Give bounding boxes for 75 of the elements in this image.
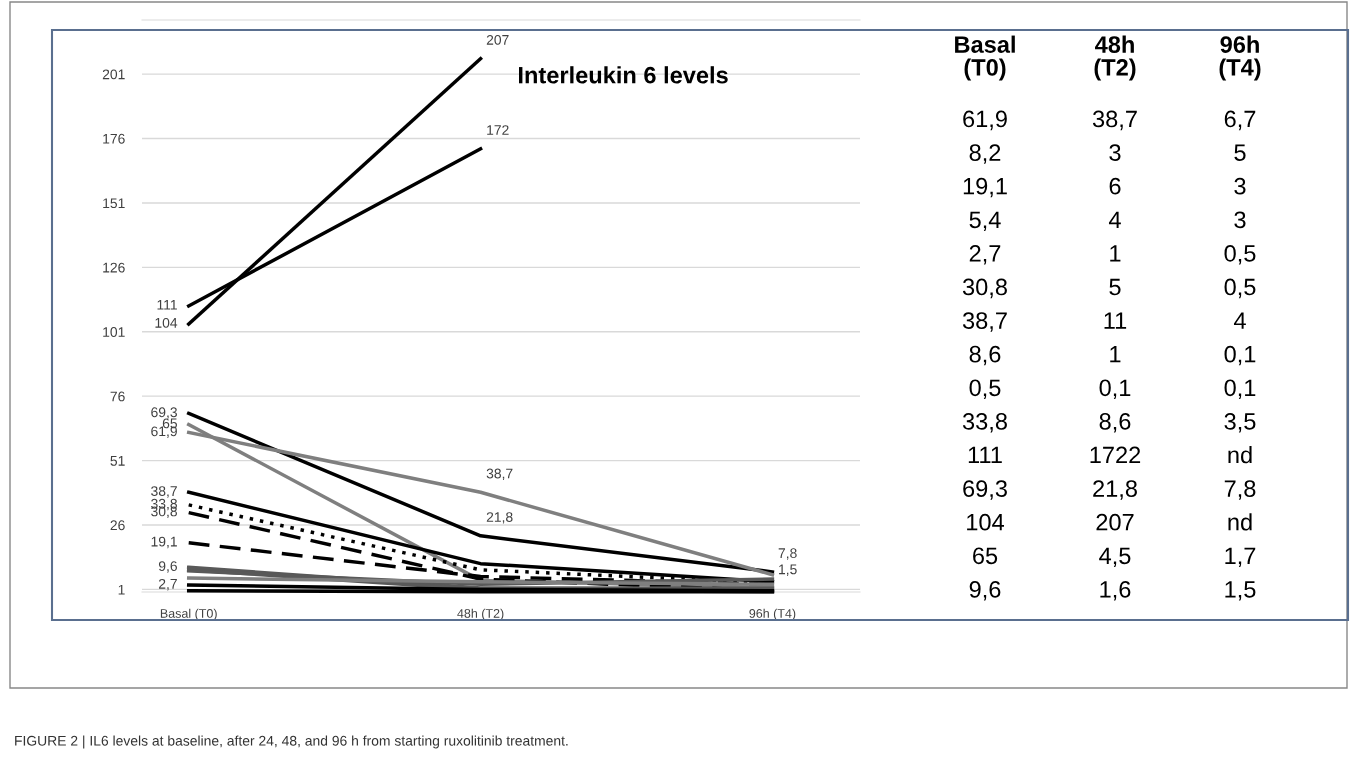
data-label: 69,3 bbox=[151, 407, 177, 419]
data-label: 7,8 bbox=[778, 548, 797, 560]
y-tick-label: 76 bbox=[110, 391, 125, 402]
data-label: 111 bbox=[157, 300, 177, 310]
text: 1 bbox=[1110, 245, 1121, 262]
text: 0,5 bbox=[1224, 278, 1256, 299]
text: 1,6 bbox=[1100, 581, 1131, 601]
text: 11 bbox=[1104, 312, 1127, 329]
text: 1 bbox=[1110, 346, 1121, 363]
text: 19,1 bbox=[963, 177, 1007, 198]
text: 6,7 bbox=[1224, 110, 1256, 131]
x-tick-label: 48h (T2) bbox=[457, 608, 504, 621]
text: 38,7 bbox=[1092, 110, 1137, 131]
text: 33,8 bbox=[962, 413, 1007, 433]
data-label: 172 bbox=[487, 125, 509, 135]
text: 3 bbox=[1109, 144, 1121, 161]
y-tick-label: 51 bbox=[110, 456, 125, 466]
text: nd bbox=[1228, 445, 1252, 464]
data-label: 19,1 bbox=[151, 536, 177, 549]
y-tick-label: 101 bbox=[103, 327, 125, 337]
category-label: Basal (T0) bbox=[955, 35, 1015, 81]
text: 5 bbox=[1234, 144, 1246, 161]
text: 3 bbox=[1234, 211, 1246, 229]
text: 1,7 bbox=[1225, 547, 1256, 567]
caption: FIGURE 2 | IL6 levels at baseline, after 24, 48, and 96 h from starting ruxolitinib treatment. bbox=[15, 735, 568, 749]
text: 1722 bbox=[1090, 446, 1141, 464]
text: 3 bbox=[1234, 177, 1246, 195]
data-label: 207 bbox=[486, 34, 509, 45]
text: 21,8 bbox=[1093, 480, 1137, 500]
data-label: 38,7 bbox=[151, 486, 177, 498]
text: 0,1 bbox=[1224, 379, 1256, 399]
text: 4 bbox=[1233, 312, 1246, 329]
x-tick-label: 96h (T4) bbox=[749, 608, 796, 621]
text: 2,7 bbox=[969, 245, 1001, 265]
text: 207 bbox=[1096, 513, 1134, 531]
data-label: 1,5 bbox=[779, 564, 797, 576]
text: 0,5 bbox=[1224, 245, 1256, 265]
text: 3,5 bbox=[1224, 413, 1256, 433]
text: 4,5 bbox=[1099, 547, 1131, 567]
data-label: 38,7 bbox=[486, 468, 513, 481]
text: 38,7 bbox=[962, 312, 1007, 332]
text: 5 bbox=[1109, 278, 1121, 296]
text: 6 bbox=[1109, 177, 1121, 195]
category-label: 48h (T2) bbox=[1094, 35, 1136, 81]
text: Interleukin 6 levels bbox=[519, 66, 728, 84]
text: 111 bbox=[968, 446, 1002, 464]
text: 8,6 bbox=[1099, 413, 1131, 433]
text: 7,8 bbox=[1224, 480, 1256, 500]
data-label: 104 bbox=[155, 317, 178, 328]
y-tick-label: 201 bbox=[102, 69, 125, 80]
x-tick-label: Basal (T0) bbox=[160, 608, 217, 621]
text: 65 bbox=[973, 547, 998, 565]
text: nd bbox=[1228, 513, 1252, 531]
y-tick-label: 1 bbox=[118, 584, 125, 595]
text: 4 bbox=[1108, 211, 1121, 228]
text: 61,9 bbox=[963, 110, 1007, 131]
y-tick-label: 176 bbox=[103, 133, 125, 144]
text: 69,3 bbox=[963, 480, 1007, 500]
text: 0,5 bbox=[969, 379, 1001, 399]
y-tick-label: 151 bbox=[103, 198, 125, 209]
category-label: 96h (T4) bbox=[1219, 35, 1261, 81]
text: 8,2 bbox=[969, 144, 1001, 164]
text: 30,8 bbox=[962, 278, 1007, 299]
data-label: 9,6 bbox=[158, 561, 177, 573]
text: 1,5 bbox=[1225, 581, 1256, 601]
text: 8,6 bbox=[969, 345, 1001, 366]
y-tick-label: 26 bbox=[110, 520, 125, 531]
text: 104 bbox=[967, 513, 1005, 531]
text: 0,1 bbox=[1099, 379, 1131, 399]
text: 0,1 bbox=[1224, 345, 1256, 366]
data-label: 2,7 bbox=[158, 578, 177, 591]
text: 9,6 bbox=[969, 581, 1001, 601]
data-label: 21,8 bbox=[486, 512, 513, 524]
y-tick-label: 126 bbox=[103, 262, 125, 273]
text: 5,4 bbox=[969, 211, 1001, 231]
